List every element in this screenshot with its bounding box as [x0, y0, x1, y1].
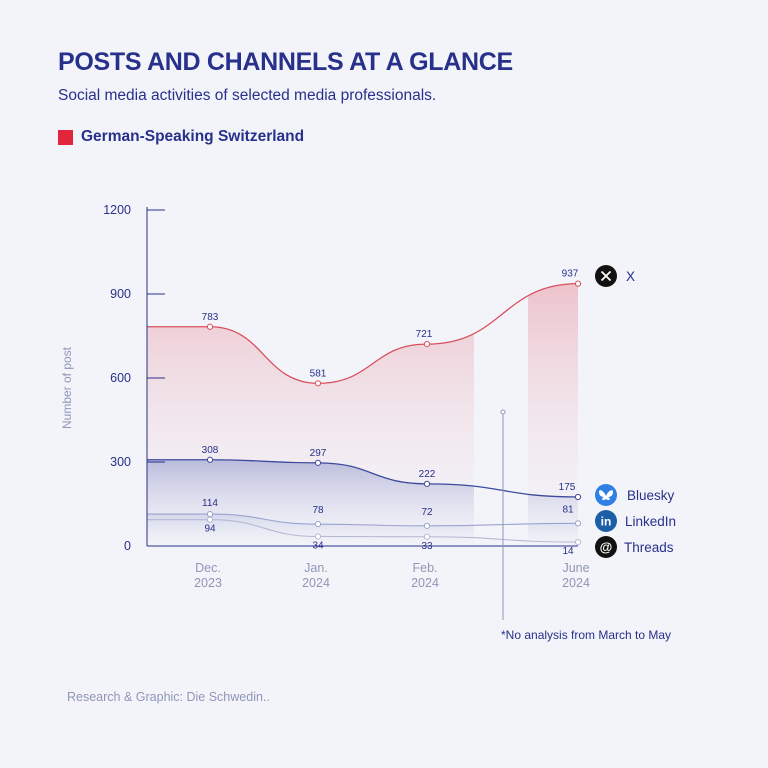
legend-item-threads: @ Threads	[595, 536, 674, 558]
line-threads	[147, 519, 579, 543]
y-tick-label: 0	[124, 539, 131, 553]
value-label-threads: 14	[562, 546, 574, 557]
bluesky-butterfly-icon	[595, 484, 617, 506]
linkedin-logo-icon	[595, 510, 617, 532]
value-label-bluesky: 175	[559, 482, 576, 493]
annotation-note: *No analysis from March to May	[501, 628, 671, 642]
value-label-linkedin: 81	[562, 504, 574, 515]
butterfly-glyph	[599, 490, 613, 501]
line-bluesky	[147, 459, 579, 498]
page-subtitle: Social media activities of selected medi…	[58, 87, 437, 104]
point-x	[206, 323, 214, 330]
linkedin-glyph: in	[601, 515, 612, 529]
point-bluesky	[314, 459, 322, 466]
region-swatch	[58, 129, 73, 145]
page-title: POSTS AND CHANNELS AT A GLANCE	[58, 48, 513, 76]
x-tick-label-month: Dec.	[195, 561, 221, 575]
value-label-bluesky: 308	[202, 445, 219, 456]
point-threads	[314, 533, 322, 540]
threads-logo-icon	[595, 536, 617, 558]
point-linkedin	[423, 522, 431, 529]
no-analysis-gap	[474, 250, 528, 550]
x-tick-label-year: 2024	[562, 576, 590, 590]
value-label-x: 783	[202, 312, 219, 323]
point-x	[314, 380, 322, 387]
value-label-linkedin: 78	[312, 505, 324, 516]
credit-text: Research & Graphic: Die Schwedin..	[67, 690, 270, 704]
point-threads	[206, 516, 214, 523]
legend-label-bluesky: Bluesky	[627, 488, 675, 503]
y-tick-label: 600	[110, 371, 131, 385]
point-threads	[423, 533, 431, 540]
x-tick-label-month: June	[562, 561, 589, 575]
value-label-threads: 94	[204, 524, 216, 535]
y-tick-label: 300	[110, 455, 131, 469]
value-label-bluesky: 222	[419, 469, 436, 480]
line-linkedin	[147, 513, 579, 527]
x-tick-label-month: Feb.	[412, 561, 437, 575]
legend-item-linkedin: in LinkedIn	[595, 510, 676, 532]
x-tick-label-month: Jan.	[304, 561, 328, 575]
x-tick-label-year: 2023	[194, 576, 222, 590]
region-label-text: German-Speaking Switzerland	[81, 128, 305, 145]
legend-label-linkedin: LinkedIn	[625, 514, 676, 529]
value-label-linkedin: 114	[202, 498, 218, 509]
x-tick-label-year: 2024	[411, 576, 439, 590]
legend-item-x: X	[595, 265, 635, 287]
value-label-x: 937	[562, 269, 579, 280]
point-x	[423, 341, 431, 348]
value-label-threads: 34	[312, 540, 324, 551]
x-mark-glyph	[600, 270, 612, 282]
legend-label-threads: Threads	[624, 540, 674, 555]
legend-item-bluesky: Bluesky	[595, 484, 675, 506]
point-x	[574, 280, 582, 287]
value-label-x: 581	[310, 368, 327, 379]
threads-glyph: @	[600, 540, 613, 555]
point-threads	[574, 538, 582, 546]
y-tick-label: 1200	[103, 203, 131, 217]
value-label-linkedin: 72	[421, 507, 433, 518]
legend-label-x: X	[626, 269, 635, 284]
point-bluesky	[206, 456, 214, 463]
region-label: German-Speaking Switzerland	[58, 128, 304, 146]
value-label-bluesky: 297	[310, 448, 327, 459]
y-axis-title: Number of post	[60, 346, 74, 429]
point-bluesky	[574, 493, 582, 501]
annotation-dot	[500, 409, 506, 415]
value-label-x: 721	[416, 329, 433, 340]
y-tick-label: 900	[110, 287, 131, 301]
point-linkedin	[314, 521, 322, 528]
point-bluesky	[423, 480, 431, 487]
value-label-threads: 33	[421, 541, 433, 552]
point-linkedin	[206, 510, 214, 518]
x-tick-label-year: 2024	[302, 576, 330, 590]
point-linkedin	[574, 520, 582, 527]
